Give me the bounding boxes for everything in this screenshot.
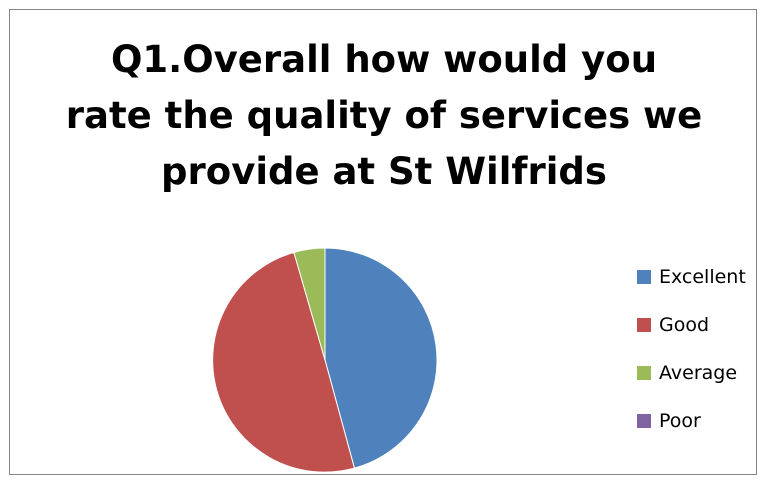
legend-swatch xyxy=(637,270,651,284)
pie-slice-excellent xyxy=(324,247,438,469)
legend-swatch xyxy=(637,318,651,332)
chart-title-line-1: Q1.Overall how would you xyxy=(110,38,658,81)
chart-title-line-3: provide at St Wilfrids xyxy=(161,150,607,193)
legend-label: Average xyxy=(659,362,738,384)
chart-title: Q1.Overall how would you rate the qualit… xyxy=(10,32,758,200)
legend-swatch xyxy=(637,366,651,380)
chart-area: Q1.Overall how would you rate the qualit… xyxy=(9,9,757,475)
legend-label: Good xyxy=(659,314,710,336)
chart-title-line-2: rate the quality of services we xyxy=(65,94,703,137)
pie-slice-good xyxy=(212,251,356,473)
legend-label: Excellent xyxy=(659,266,746,288)
pie-chart xyxy=(212,247,438,473)
pie-slice-average xyxy=(293,247,326,361)
legend-label: Poor xyxy=(659,410,701,432)
legend-swatch xyxy=(637,414,651,428)
